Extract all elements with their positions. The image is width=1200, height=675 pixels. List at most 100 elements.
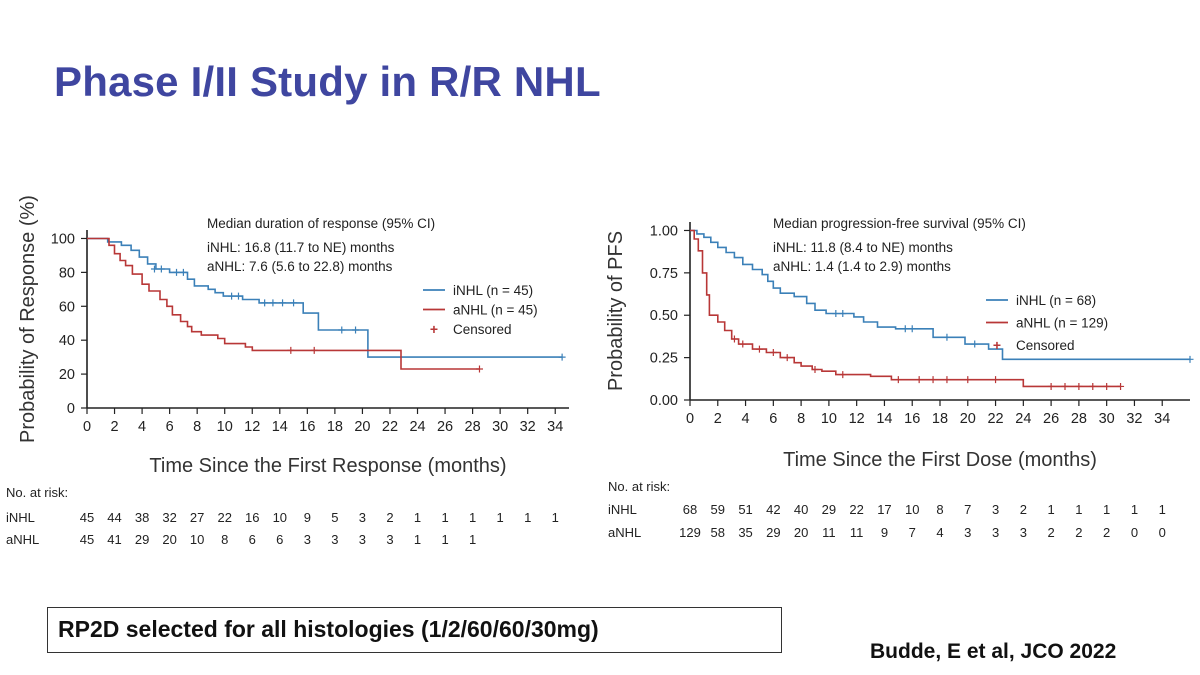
risk-count: 3: [359, 532, 366, 547]
x-tick-label: 12: [849, 411, 865, 427]
x-tick-label: 14: [272, 419, 288, 435]
risk-count: 68: [683, 502, 697, 517]
x-tick-label: 34: [1154, 411, 1170, 427]
inhl-censor-mark: [150, 265, 158, 273]
risk-count: 10: [273, 510, 287, 525]
x-axis-title: Time Since the First Response (months): [149, 455, 506, 477]
risk-count: 4: [936, 525, 943, 540]
risk-count: 6: [276, 532, 283, 547]
inhl-censor-mark: [261, 299, 269, 307]
legend-censored-symbol: +: [993, 337, 1001, 353]
risk-count: 1: [469, 532, 476, 547]
median-inhl-text: iNHL: 16.8 (11.7 to NE) months: [207, 240, 395, 255]
risk-count: 41: [107, 532, 121, 547]
risk-count: 42: [766, 502, 780, 517]
anhl-censor-mark: [287, 346, 295, 354]
inhl-censor-mark: [839, 310, 847, 318]
anhl-censor-mark: [811, 365, 819, 373]
risk-count: 1: [441, 510, 448, 525]
risk-count: 22: [849, 502, 863, 517]
risk-count: 1: [1131, 502, 1138, 517]
risk-count: 8: [936, 502, 943, 517]
y-tick-label: 60: [59, 299, 75, 315]
risk-count: 59: [711, 502, 725, 517]
x-tick-label: 28: [1071, 411, 1087, 427]
risk-count: 29: [822, 502, 836, 517]
x-tick-label: 8: [193, 419, 201, 435]
x-tick-label: 32: [1126, 411, 1142, 427]
anhl-censor-mark: [964, 376, 972, 384]
inhl-censor-mark: [901, 325, 909, 333]
x-tick-label: 28: [465, 419, 481, 435]
risk-count: 3: [331, 532, 338, 547]
risk-count: 0: [1131, 525, 1138, 540]
risk-count: 29: [766, 525, 780, 540]
y-tick-label: 20: [59, 367, 75, 383]
anhl-censor-mark: [992, 376, 1000, 384]
risk-count: 1: [524, 510, 531, 525]
risk-count: 3: [964, 525, 971, 540]
legend-censored-label: Censored: [1016, 338, 1075, 353]
anhl-censor-mark: [839, 371, 847, 379]
risk-count: 3: [359, 510, 366, 525]
risk-count: 58: [711, 525, 725, 540]
x-tick-label: 10: [821, 411, 837, 427]
risk-count: 3: [992, 525, 999, 540]
median-heading: Median progression-free survival (95% CI…: [773, 216, 1026, 231]
anhl-censor-mark: [943, 376, 951, 384]
risk-count: 22: [217, 510, 231, 525]
x-tick-label: 32: [520, 419, 536, 435]
risk-count: 20: [794, 525, 808, 540]
risk-count: 1: [414, 510, 421, 525]
risk-count: 5: [331, 510, 338, 525]
y-tick-label: 1.00: [650, 223, 678, 239]
x-tick-label: 6: [769, 411, 777, 427]
y-axis-title: Probability of PFS: [605, 231, 627, 391]
risk-count: 9: [881, 525, 888, 540]
anhl-censor-mark: [739, 340, 747, 348]
x-tick-label: 2: [714, 411, 722, 427]
x-tick-label: 0: [83, 419, 91, 435]
risk-count: 8: [221, 532, 228, 547]
legend-censored-label: Censored: [453, 322, 512, 337]
inhl-censor-mark: [173, 268, 181, 276]
risk-count: 7: [964, 502, 971, 517]
x-tick-label: 30: [1099, 411, 1115, 427]
legend-anhl-label: aNHL (n = 45): [453, 303, 538, 318]
risk-count: 129: [679, 525, 701, 540]
x-tick-label: 0: [686, 411, 694, 427]
legend-inhl-label: iNHL (n = 45): [453, 283, 533, 298]
risk-count: 2: [386, 510, 393, 525]
x-tick-label: 10: [217, 419, 233, 435]
anhl-censor-mark: [894, 376, 902, 384]
legend-anhl-label: aNHL (n = 129): [1016, 316, 1108, 331]
risk-table-header: No. at risk:: [608, 479, 670, 494]
inhl-censor-mark: [269, 299, 277, 307]
risk-count: 1: [414, 532, 421, 547]
anhl-curve: [690, 229, 1121, 388]
rp2d-callout: RP2D selected for all histologies (1/2/6…: [47, 607, 782, 653]
risk-count: 7: [909, 525, 916, 540]
anhl-censor-mark: [1089, 382, 1097, 390]
inhl-curve: [690, 229, 1190, 361]
progression-free-survival-chart: 0.000.250.500.751.000 2 4 6 8 10 12 14 16 18 20 22 2…: [605, 216, 1194, 540]
x-tick-label: 18: [327, 419, 343, 435]
risk-count: 44: [107, 510, 121, 525]
x-tick-label: 6: [166, 419, 174, 435]
y-tick-label: 0.00: [650, 393, 678, 409]
x-tick-label: 20: [354, 419, 370, 435]
inhl-censor-mark: [908, 325, 916, 333]
inhl-censor-mark: [558, 353, 566, 361]
x-tick-label: 26: [1043, 411, 1059, 427]
y-tick-label: 0.25: [650, 351, 678, 367]
x-tick-label: 16: [904, 411, 920, 427]
risk-count: 1: [441, 532, 448, 547]
x-tick-label: 2: [111, 419, 119, 435]
risk-count: 1: [552, 510, 559, 525]
y-axis-title: Probability of Response (%): [17, 195, 39, 443]
inhl-censor-mark: [943, 333, 951, 341]
risk-count: 1: [1159, 502, 1166, 517]
risk-count: 1: [1075, 502, 1082, 517]
y-tick-label: 40: [59, 333, 75, 349]
x-tick-label: 8: [797, 411, 805, 427]
